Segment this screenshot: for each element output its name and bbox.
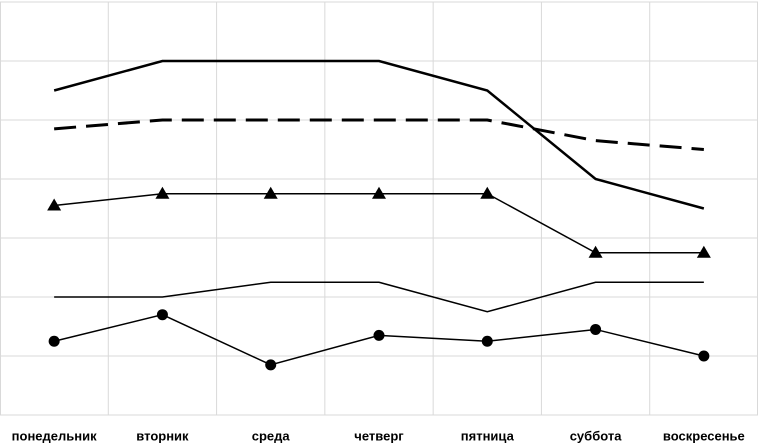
marker <box>590 323 602 335</box>
marker <box>372 186 386 199</box>
marker <box>263 186 278 199</box>
marker <box>696 245 711 258</box>
series-line <box>53 59 705 210</box>
marker <box>481 335 493 347</box>
x-tick-label: суббота <box>570 428 623 443</box>
marker <box>588 245 603 258</box>
x-tick-label: вторник <box>136 428 189 443</box>
x-tick-label: понедельник <box>12 428 97 443</box>
marker <box>373 329 385 341</box>
x-tick-label: пятница <box>461 428 515 443</box>
series-line <box>54 118 704 151</box>
series-line <box>54 193 704 254</box>
series-line <box>54 281 704 313</box>
marker <box>47 198 62 211</box>
x-tick-label: воскресенье <box>663 428 745 443</box>
marker <box>155 186 170 199</box>
marker <box>48 335 60 347</box>
x-tick-label: четверг <box>354 428 404 443</box>
marker <box>156 309 168 321</box>
x-tick-label: среда <box>252 428 291 443</box>
marker <box>698 350 710 362</box>
marker <box>265 359 277 371</box>
marker <box>480 186 495 199</box>
